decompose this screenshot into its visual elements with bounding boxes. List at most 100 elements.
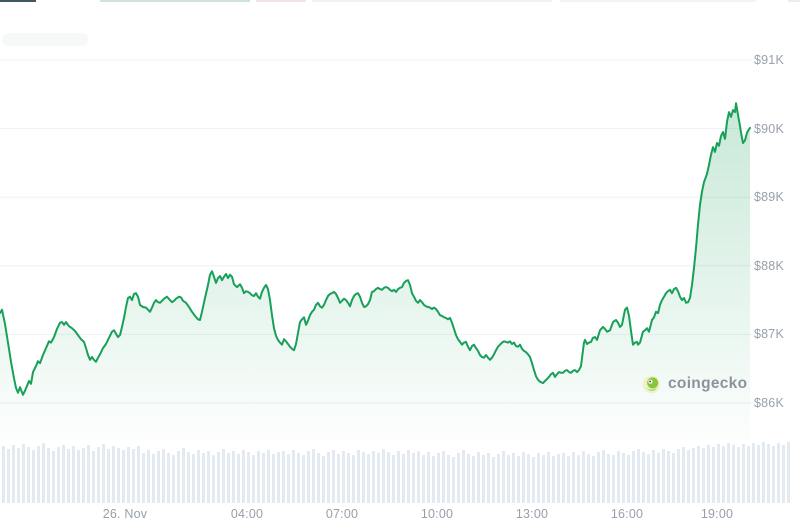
volume-bar xyxy=(782,445,785,503)
volume-bar xyxy=(507,455,510,503)
coingecko-watermark[interactable]: coingecko xyxy=(642,372,747,396)
volume-bar xyxy=(737,447,740,503)
volume-bar xyxy=(147,450,150,503)
volume-bar xyxy=(232,451,235,503)
volume-bar xyxy=(272,454,275,503)
volume-bar xyxy=(742,444,745,503)
volume-bar xyxy=(772,446,775,503)
volume-bar xyxy=(172,455,175,503)
volume-bars xyxy=(2,442,790,503)
x-axis-label-1000: 10:00 xyxy=(420,507,454,521)
volume-bar xyxy=(397,451,400,503)
volume-bar xyxy=(152,454,155,503)
volume-bar xyxy=(92,451,95,503)
volume-bar xyxy=(192,454,195,503)
volume-bar xyxy=(292,450,295,503)
volume-bar xyxy=(572,452,575,503)
volume-bar xyxy=(472,456,475,503)
y-axis-label-87k: $87K xyxy=(754,327,784,341)
volume-bar xyxy=(277,452,280,503)
volume-bar xyxy=(767,444,770,503)
price-area-fill xyxy=(0,103,750,440)
volume-bar xyxy=(477,452,480,503)
volume-bar xyxy=(247,452,250,503)
volume-bar xyxy=(697,446,700,503)
volume-bar xyxy=(77,450,80,503)
y-axis-label-88k: $88K xyxy=(754,259,784,273)
volume-bar xyxy=(312,449,315,503)
volume-bar xyxy=(242,450,245,503)
volume-bar xyxy=(267,450,270,503)
volume-bar xyxy=(167,453,170,503)
volume-bar xyxy=(757,445,760,503)
volume-bar xyxy=(47,448,50,503)
volume-bar xyxy=(67,449,70,503)
volume-bar xyxy=(517,456,520,503)
volume-bar xyxy=(22,444,25,503)
volume-bar xyxy=(542,455,545,503)
volume-bar xyxy=(532,457,535,503)
volume-bar xyxy=(357,450,360,503)
volume-bar xyxy=(372,451,375,503)
volume-bar xyxy=(137,446,140,503)
volume-bar xyxy=(122,450,125,503)
y-axis-label-86k: $86K xyxy=(754,396,784,410)
volume-bar xyxy=(692,448,695,503)
volume-bar xyxy=(17,448,20,503)
top-strip-segment xyxy=(256,0,306,2)
volume-bar xyxy=(97,447,100,503)
volume-bar xyxy=(117,448,120,503)
volume-bar xyxy=(417,451,420,503)
volume-bar xyxy=(777,443,780,503)
x-axis-label-1900: 19:00 xyxy=(700,507,734,521)
volume-bar xyxy=(722,446,725,503)
volume-bar xyxy=(592,456,595,503)
volume-bar xyxy=(457,453,460,503)
top-strip-segment xyxy=(312,0,552,2)
volume-bar xyxy=(392,455,395,503)
volume-bar xyxy=(727,443,730,503)
volume-bar xyxy=(187,452,190,503)
volume-bar xyxy=(377,453,380,503)
volume-bar xyxy=(262,453,265,503)
volume-bar xyxy=(142,453,145,503)
volume-bar xyxy=(642,452,645,503)
volume-bar xyxy=(252,455,255,503)
volume-bar xyxy=(442,451,445,503)
volume-bar xyxy=(747,446,750,503)
volume-bar xyxy=(62,445,65,503)
volume-bar xyxy=(577,455,580,503)
volume-bar xyxy=(657,453,660,503)
volume-bar xyxy=(182,448,185,503)
volume-bar xyxy=(2,446,5,503)
volume-bar xyxy=(162,449,165,503)
volume-bar xyxy=(492,457,495,503)
volume-bar xyxy=(717,444,720,503)
volume-bar xyxy=(382,449,385,503)
y-axis-label-91k: $91K xyxy=(754,53,784,67)
volume-bar xyxy=(562,453,565,503)
volume-bar xyxy=(302,455,305,503)
volume-bar xyxy=(317,453,320,503)
volume-bar xyxy=(482,455,485,503)
volume-bar xyxy=(732,445,735,503)
volume-bar xyxy=(617,451,620,503)
volume-bar xyxy=(512,453,515,503)
volume-bar xyxy=(237,454,240,503)
volume-bar xyxy=(587,454,590,503)
volume-bar xyxy=(682,447,685,503)
volume-bar xyxy=(607,454,610,503)
volume-bar xyxy=(282,451,285,503)
y-axis-label-90k: $90K xyxy=(754,122,784,136)
volume-bar xyxy=(7,449,10,503)
volume-bar xyxy=(422,455,425,503)
volume-bar xyxy=(217,452,220,503)
volume-bar xyxy=(527,454,530,503)
coingecko-watermark-text: coingecko xyxy=(668,375,748,392)
volume-bar xyxy=(327,452,330,503)
volume-bar xyxy=(452,457,455,503)
volume-bar xyxy=(87,445,90,503)
volume-bar xyxy=(582,451,585,503)
